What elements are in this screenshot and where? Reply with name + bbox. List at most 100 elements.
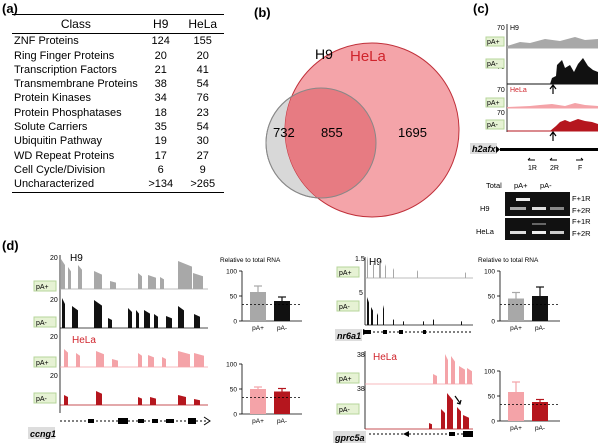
gene-label-gprc5a: gprc5a: [334, 433, 365, 443]
track-tag: pA+: [487, 39, 500, 46]
class-table: Class H9 HeLa ZNF Proteins 124 155 Ring Fin…: [12, 13, 224, 193]
scale-label: 70: [497, 110, 505, 117]
axis-tick-label: 100: [484, 369, 495, 376]
table-row: Protein Phosphatases 18 23: [12, 106, 224, 120]
axis-tick-label: 0: [233, 412, 237, 419]
axis-tick-label: 100: [226, 362, 237, 369]
h9-label: H9: [70, 253, 83, 264]
gel-h9: [505, 192, 570, 216]
arrow-icon: [454, 395, 462, 405]
table-cell-h9: 34: [154, 92, 167, 105]
axis-tick-label: 100: [484, 269, 495, 276]
table-cell-class: ZNF Proteins: [14, 35, 79, 48]
bar: [532, 296, 548, 321]
venn-label-h9: H9: [315, 46, 333, 62]
table-cell-h9: 20: [154, 49, 167, 62]
gene-model: [88, 418, 196, 424]
table-row: Solute Carriers 35 54: [12, 120, 224, 134]
primer-label: F: [578, 165, 582, 172]
track-hela-pa-minus: [365, 393, 473, 429]
panel-d-left-tracks: 20 H9 20 20 HeLa 20 pA+ pA- pA+ pA- ccng…: [28, 253, 211, 439]
table-cell-class: Transmembrane Proteins: [14, 78, 138, 91]
table-cell-hela: 41: [196, 63, 209, 76]
scale-label: 70: [497, 87, 505, 94]
bar-chart-d-right-hela: 100 50 0 pA+ pA-: [484, 369, 560, 432]
table-cell-class: Uncharacterized: [12, 177, 140, 193]
category-label: pA+: [252, 418, 264, 425]
track-h9-pa-plus: [60, 259, 208, 289]
panel-label-d: (d): [2, 238, 19, 253]
table-row: Transcription Factors 21 41: [12, 63, 224, 77]
bar: [274, 301, 290, 321]
table-row: Cell Cycle/Division 6 9: [12, 163, 224, 177]
table-cell-hela: 20: [196, 49, 209, 62]
primer-label: 2R: [550, 165, 559, 172]
table-cell-hela: 27: [196, 149, 209, 162]
scale-label: 70: [497, 25, 505, 32]
track-tag: pA-: [487, 122, 499, 129]
table-cell-class: Protein Kinases: [14, 92, 92, 105]
track-tag: pA-: [339, 407, 351, 414]
bar-chart-d-right-h9: Relative to total RNA 100 50 0 pA+ pA-: [478, 257, 560, 332]
table-cell-h9: 21: [154, 63, 167, 76]
bar-chart-d-left-hela: 100 50 0 pA+ pA-: [226, 362, 302, 425]
table-row: Transmembrane Proteins 38 54: [12, 77, 224, 91]
gel-hela: [505, 218, 570, 240]
category-label: pA+: [510, 325, 522, 332]
primer-label: 1R: [528, 165, 537, 172]
gene-label-nr6a1: nr6a1: [337, 331, 361, 341]
bar: [250, 292, 266, 321]
table-cell-h9: 38: [154, 78, 167, 91]
gene-label-h2afx: h2afx: [472, 144, 497, 154]
track-hela-pa-minus: [60, 391, 208, 405]
venn-diagram: H9 HeLa 732 855 1695: [265, 42, 460, 218]
table-cell-hela: 9: [199, 163, 206, 176]
table-row: Ring Finger Proteins 20 20: [12, 49, 224, 63]
table-header-row: Class H9 HeLa: [12, 13, 224, 35]
axis-tick-label: 50: [488, 394, 496, 401]
track-tag: pA+: [339, 376, 352, 383]
track-h9-pa-minus: [507, 58, 598, 84]
bar: [532, 402, 548, 421]
table-cell-class: WD Repeat Proteins: [14, 149, 115, 162]
table-cell-hela: 155: [193, 35, 212, 48]
track-tag: pA-: [36, 396, 48, 403]
scale-label: 1.5: [355, 256, 365, 263]
category-label: pA-: [277, 418, 287, 425]
table-cell-h9: 124: [151, 35, 170, 48]
gel-header: Total: [486, 181, 502, 190]
table-cell-h9: 17: [154, 149, 167, 162]
table-row: Protein Kinases 34 76: [12, 91, 224, 105]
scale-label: 20: [50, 373, 58, 380]
panel-c-tracks: 70 H9 70 70 HeLa 70 pA+ pA- pA+ pA- h2af…: [470, 24, 598, 240]
track-tag: pA+: [36, 360, 49, 367]
track-tag: pA+: [487, 100, 500, 107]
track-hela-pa-plus: [507, 103, 598, 108]
track-tag: pA+: [36, 284, 49, 291]
table-cell-h9: >134: [139, 177, 182, 193]
arrow-icon: [549, 84, 557, 94]
h9-label: H9: [369, 257, 382, 268]
track-h9-pa-plus: [507, 37, 598, 48]
track-tag: pA-: [487, 61, 499, 68]
track-h9-pa-minus: [60, 298, 208, 328]
axis-tick-label: 0: [491, 319, 495, 326]
gel-product-label: F+2R: [572, 229, 591, 238]
panel-label-a: (a): [2, 1, 18, 16]
table-row: WD Repeat Proteins 17 27: [12, 149, 224, 163]
axis-tick-label: 50: [230, 387, 238, 394]
hela-label: HeLa: [72, 335, 96, 346]
scale-label: 38: [357, 386, 365, 393]
table-cell-hela: 76: [196, 92, 209, 105]
arrow-icon: [549, 131, 557, 141]
track-tag: pA+: [339, 270, 352, 277]
category-label: pA-: [535, 325, 545, 332]
venn-count-hela-only: 1695: [398, 125, 427, 140]
track-tag: pA-: [339, 304, 351, 311]
scale-label: 5: [359, 290, 363, 297]
bar-chart-title: Relative to total RNA: [478, 257, 539, 264]
table-cell-h9: 18: [154, 106, 167, 119]
table-cell-h9: 35: [154, 121, 167, 134]
axis-tick-label: 100: [226, 269, 237, 276]
gel-row-label: HeLa: [476, 227, 495, 236]
